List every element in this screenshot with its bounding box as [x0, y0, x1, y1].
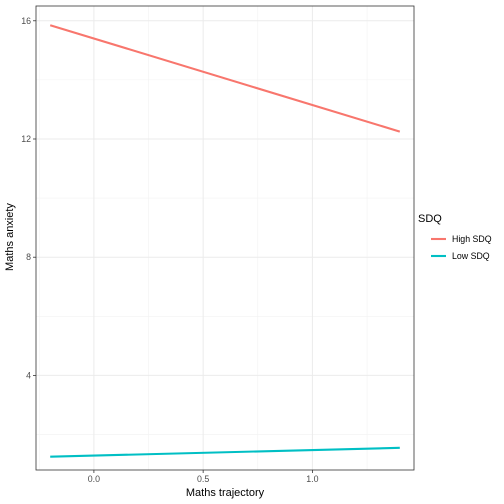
y-tick-label: 12 — [21, 134, 31, 144]
legend-title: SDQ — [418, 213, 442, 225]
x-axis-title: Maths trajectory — [186, 487, 265, 499]
y-tick-label: 8 — [26, 252, 31, 262]
x-axis-ticks: 0.0 0.5 1.0 — [88, 470, 319, 484]
x-tick-label: 0.0 — [88, 474, 100, 484]
legend-label: High SDQ — [452, 234, 492, 244]
series-lines — [49, 24, 401, 458]
legend: SDQ High SDQ Low SDQ — [418, 213, 492, 261]
y-tick-label: 16 — [21, 16, 31, 26]
series-line — [49, 24, 401, 133]
y-tick-label: 4 — [26, 370, 31, 380]
y-axis-title: Maths anxiety — [4, 203, 16, 271]
y-axis-ticks: 4 8 12 16 — [21, 16, 36, 380]
legend-label: Low SDQ — [452, 251, 490, 261]
x-tick-label: 0.5 — [197, 474, 209, 484]
series-line — [50, 446, 400, 458]
legend-items: High SDQ Low SDQ — [431, 234, 492, 261]
major-gridlines — [36, 6, 414, 470]
panel-border — [35, 5, 415, 471]
minor-gridlines — [36, 6, 414, 470]
x-tick-label: 1.0 — [306, 474, 318, 484]
